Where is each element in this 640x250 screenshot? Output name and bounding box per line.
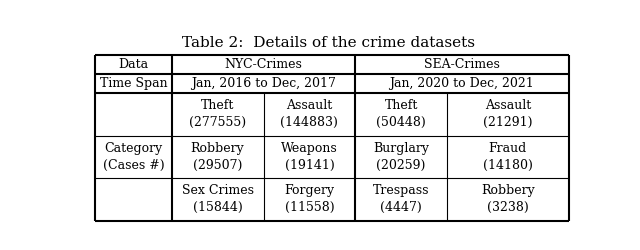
Text: Category
(Cases #): Category (Cases #) [102, 142, 164, 172]
Text: Fraud
(14180): Fraud (14180) [483, 142, 532, 172]
Text: Jan, 2016 to Dec, 2017: Jan, 2016 to Dec, 2017 [191, 77, 336, 90]
Text: Robbery
(3238): Robbery (3238) [481, 184, 534, 214]
Text: Jan, 2020 to Dec, 2021: Jan, 2020 to Dec, 2021 [390, 77, 534, 90]
Text: Trespass
(4447): Trespass (4447) [373, 184, 429, 214]
Text: Burglary
(20259): Burglary (20259) [373, 142, 429, 172]
Text: Theft
(50448): Theft (50448) [376, 99, 426, 129]
Text: Data: Data [118, 58, 148, 71]
Text: Robbery
(29507): Robbery (29507) [191, 142, 244, 172]
Text: Forgery
(11558): Forgery (11558) [284, 184, 335, 214]
Text: Assault
(21291): Assault (21291) [483, 99, 532, 129]
Text: Sex Crimes
(15844): Sex Crimes (15844) [182, 184, 253, 214]
Text: Theft
(277555): Theft (277555) [189, 99, 246, 129]
Text: Table 2:  Details of the crime datasets: Table 2: Details of the crime datasets [182, 36, 474, 50]
Text: NYC-Crimes: NYC-Crimes [225, 58, 303, 71]
Text: SEA-Crimes: SEA-Crimes [424, 58, 500, 71]
Text: Time Span: Time Span [99, 77, 167, 90]
Text: Weapons
(19141): Weapons (19141) [281, 142, 338, 172]
Text: Assault
(144883): Assault (144883) [280, 99, 339, 129]
